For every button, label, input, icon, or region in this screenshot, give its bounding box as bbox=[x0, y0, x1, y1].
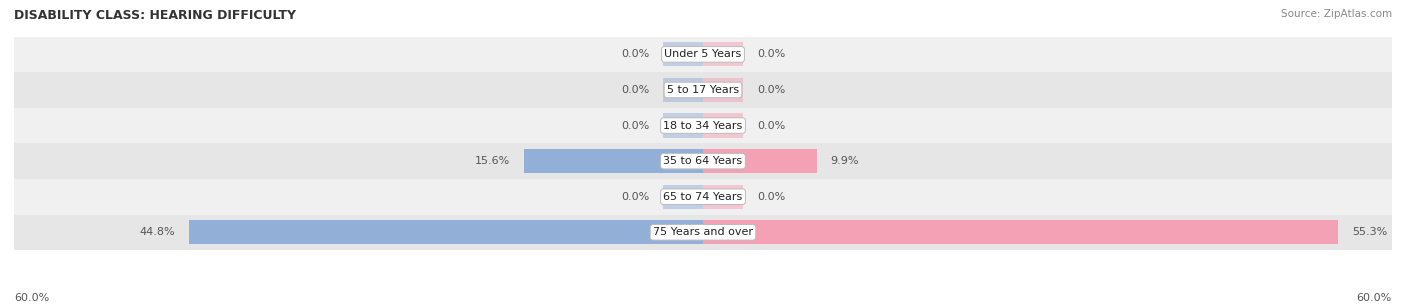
Bar bbox=[662, 78, 703, 102]
Bar bbox=[662, 185, 703, 209]
Bar bbox=[14, 214, 1392, 250]
Text: 0.0%: 0.0% bbox=[621, 192, 650, 202]
Bar bbox=[703, 149, 817, 173]
Text: 0.0%: 0.0% bbox=[756, 120, 785, 131]
Bar bbox=[703, 78, 744, 102]
Legend: Male, Female: Male, Female bbox=[636, 303, 770, 305]
Text: 0.0%: 0.0% bbox=[621, 49, 650, 59]
Text: 9.9%: 9.9% bbox=[831, 156, 859, 166]
Bar bbox=[188, 220, 703, 244]
Bar bbox=[703, 185, 744, 209]
Text: 60.0%: 60.0% bbox=[14, 293, 49, 303]
Text: 0.0%: 0.0% bbox=[756, 85, 785, 95]
Text: Under 5 Years: Under 5 Years bbox=[665, 49, 741, 59]
Text: 75 Years and over: 75 Years and over bbox=[652, 227, 754, 237]
Text: 35 to 64 Years: 35 to 64 Years bbox=[664, 156, 742, 166]
Text: 44.8%: 44.8% bbox=[139, 227, 174, 237]
Bar bbox=[14, 108, 1392, 143]
Text: 18 to 34 Years: 18 to 34 Years bbox=[664, 120, 742, 131]
Text: 60.0%: 60.0% bbox=[1357, 293, 1392, 303]
Text: Source: ZipAtlas.com: Source: ZipAtlas.com bbox=[1281, 9, 1392, 19]
Text: 55.3%: 55.3% bbox=[1351, 227, 1386, 237]
Bar bbox=[703, 113, 744, 138]
Text: 15.6%: 15.6% bbox=[475, 156, 510, 166]
Text: 0.0%: 0.0% bbox=[621, 120, 650, 131]
Bar bbox=[662, 113, 703, 138]
Text: 5 to 17 Years: 5 to 17 Years bbox=[666, 85, 740, 95]
Bar bbox=[14, 179, 1392, 214]
Bar bbox=[703, 42, 744, 66]
Bar bbox=[662, 42, 703, 66]
Text: DISABILITY CLASS: HEARING DIFFICULTY: DISABILITY CLASS: HEARING DIFFICULTY bbox=[14, 9, 297, 22]
Bar bbox=[14, 37, 1392, 72]
Text: 0.0%: 0.0% bbox=[621, 85, 650, 95]
Text: 0.0%: 0.0% bbox=[756, 49, 785, 59]
Text: 0.0%: 0.0% bbox=[756, 192, 785, 202]
Text: 65 to 74 Years: 65 to 74 Years bbox=[664, 192, 742, 202]
Bar bbox=[703, 220, 1339, 244]
Bar bbox=[14, 72, 1392, 108]
Bar bbox=[524, 149, 703, 173]
Bar bbox=[14, 143, 1392, 179]
